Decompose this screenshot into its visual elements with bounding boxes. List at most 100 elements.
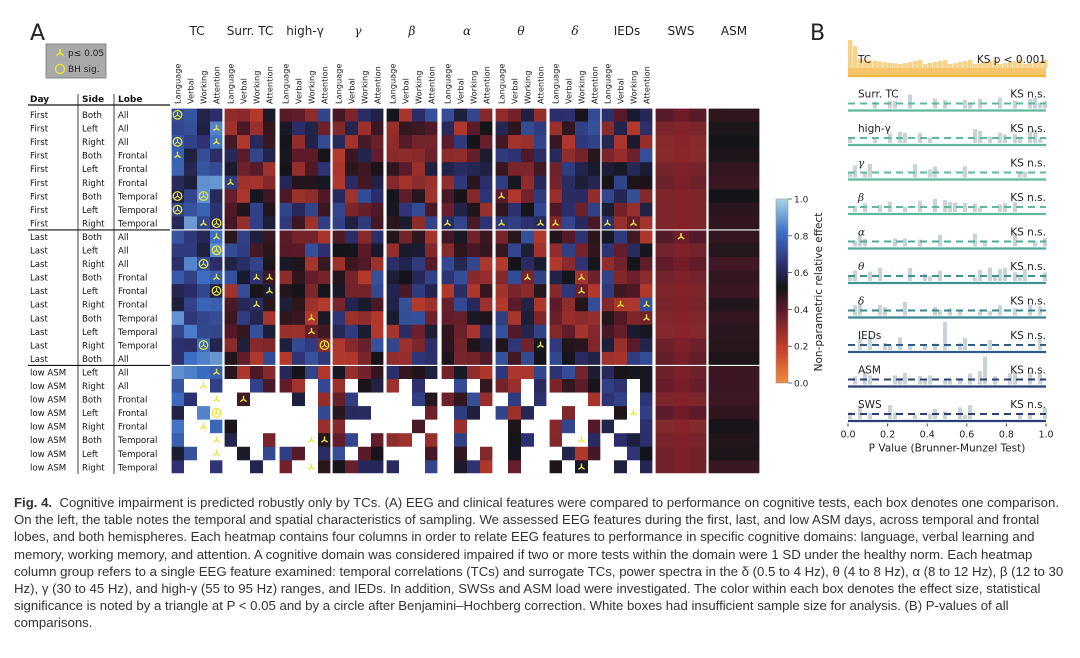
histogram-bar xyxy=(933,198,937,212)
heatmap-cell xyxy=(655,121,707,136)
histogram-bar xyxy=(898,64,903,68)
heatmap-cell xyxy=(263,351,277,366)
heatmap-cell xyxy=(345,460,359,475)
heatmap-cell xyxy=(467,284,481,299)
triangle-significance-marker xyxy=(443,219,452,226)
heatmap-cell xyxy=(562,365,576,380)
heatmap-cell xyxy=(292,419,306,434)
heatmap-cell xyxy=(399,135,413,150)
heatmap-cell xyxy=(371,460,385,475)
heatmap-cell xyxy=(279,297,293,312)
heatmap-cell xyxy=(412,392,426,407)
heatmap-cell xyxy=(601,257,615,271)
heatmap-cell xyxy=(467,216,481,231)
panel-b-ks-label: KS n.s. xyxy=(1010,123,1046,135)
heatmap-cell xyxy=(454,460,468,475)
heatmap-cell xyxy=(655,311,707,326)
x-axis-tick-label: 0.4 xyxy=(920,430,935,441)
heatmap-cell xyxy=(399,189,413,204)
heatmap-cell xyxy=(588,406,602,421)
heatmap-cell xyxy=(562,433,576,448)
table-cell: Frontal xyxy=(118,165,147,175)
heatmap-cell xyxy=(614,433,628,448)
heatmap-cell xyxy=(345,406,359,421)
heatmap-cell xyxy=(441,324,455,339)
heatmap-subcolumn-label: Language xyxy=(497,64,507,104)
heatmap-cell xyxy=(425,284,439,299)
histogram-bar xyxy=(893,412,897,419)
heatmap-cell xyxy=(386,257,400,271)
heatmap-cell xyxy=(454,229,468,244)
table-cell: Left xyxy=(82,368,99,378)
heatmap-cell xyxy=(640,446,654,461)
heatmap-subcolumn-label: Working xyxy=(252,71,262,104)
heatmap-subcolumn-label: Verbal xyxy=(186,78,196,104)
heatmap-cell xyxy=(627,351,641,366)
heatmap-cell xyxy=(495,257,509,271)
heatmap-cell xyxy=(508,365,522,380)
heatmap-cell xyxy=(399,433,413,448)
histogram-bar xyxy=(853,46,858,68)
heatmap-cell xyxy=(627,311,641,326)
histogram-bar xyxy=(1013,233,1017,247)
heatmap-cell xyxy=(521,229,535,244)
heatmap-cell xyxy=(237,175,251,190)
table-cell: Both xyxy=(82,233,102,243)
heatmap-cell xyxy=(467,121,481,136)
triangle-significance-marker xyxy=(212,449,221,457)
histogram-bar xyxy=(923,344,927,350)
heatmap-cell xyxy=(399,338,413,353)
heatmap-cell xyxy=(627,419,641,434)
heatmap-cell xyxy=(425,108,439,122)
heatmap-cell xyxy=(345,351,359,366)
histogram-bar xyxy=(928,375,932,385)
heatmap-cell xyxy=(345,229,359,244)
heatmap-subcolumn-label: Attention xyxy=(320,66,330,104)
heatmap-cell xyxy=(549,270,563,285)
table-cell: Frontal xyxy=(118,274,147,284)
heatmap-cell xyxy=(399,392,413,407)
heatmap-cell xyxy=(371,202,385,217)
heatmap-cell xyxy=(358,162,372,177)
heatmap-cell xyxy=(210,297,224,312)
heatmap-cell xyxy=(224,433,238,448)
histogram-bar xyxy=(988,61,993,68)
heatmap-cell xyxy=(318,284,332,299)
histogram-bar xyxy=(973,276,977,281)
heatmap-cell xyxy=(399,162,413,177)
heatmap-cell xyxy=(521,189,535,204)
heatmap-cell xyxy=(588,284,602,299)
heatmap-cell xyxy=(588,162,602,177)
histogram-bar xyxy=(928,137,932,143)
heatmap-cell xyxy=(224,351,238,366)
heatmap-cell xyxy=(184,108,198,122)
heatmap-cell xyxy=(345,216,359,231)
heatmap-cell xyxy=(399,175,413,190)
heatmap-cell xyxy=(454,419,468,434)
table-cell: All xyxy=(118,125,129,135)
heatmap-cell xyxy=(588,419,602,434)
table-cell: Both xyxy=(82,111,102,121)
heatmap-cell xyxy=(412,351,426,366)
heatmap-group-label: TC xyxy=(188,24,204,38)
heatmap-cell xyxy=(171,379,185,393)
heatmap-cell xyxy=(614,406,628,421)
heatmap-subcolumn-label: Verbal xyxy=(616,78,626,104)
heatmap-cell xyxy=(521,297,535,312)
heatmap-cell xyxy=(495,338,509,353)
histogram-bar xyxy=(898,337,902,350)
heatmap-cell xyxy=(250,162,264,177)
heatmap-group-label: high-γ xyxy=(286,24,324,38)
heatmap-cell xyxy=(425,162,439,177)
heatmap-cell xyxy=(508,379,522,393)
heatmap-cell xyxy=(655,270,707,285)
heatmap-cell xyxy=(467,257,481,271)
heatmap-cell xyxy=(371,406,385,421)
heatmap-cell xyxy=(534,433,548,448)
table-header: Lobe xyxy=(118,95,142,105)
heatmap-cell xyxy=(549,446,563,461)
heatmap-cell xyxy=(292,338,306,353)
heatmap-cell xyxy=(708,324,760,339)
table-cell: All xyxy=(118,355,129,365)
colorbar-tick-label: 0.0 xyxy=(794,380,809,390)
